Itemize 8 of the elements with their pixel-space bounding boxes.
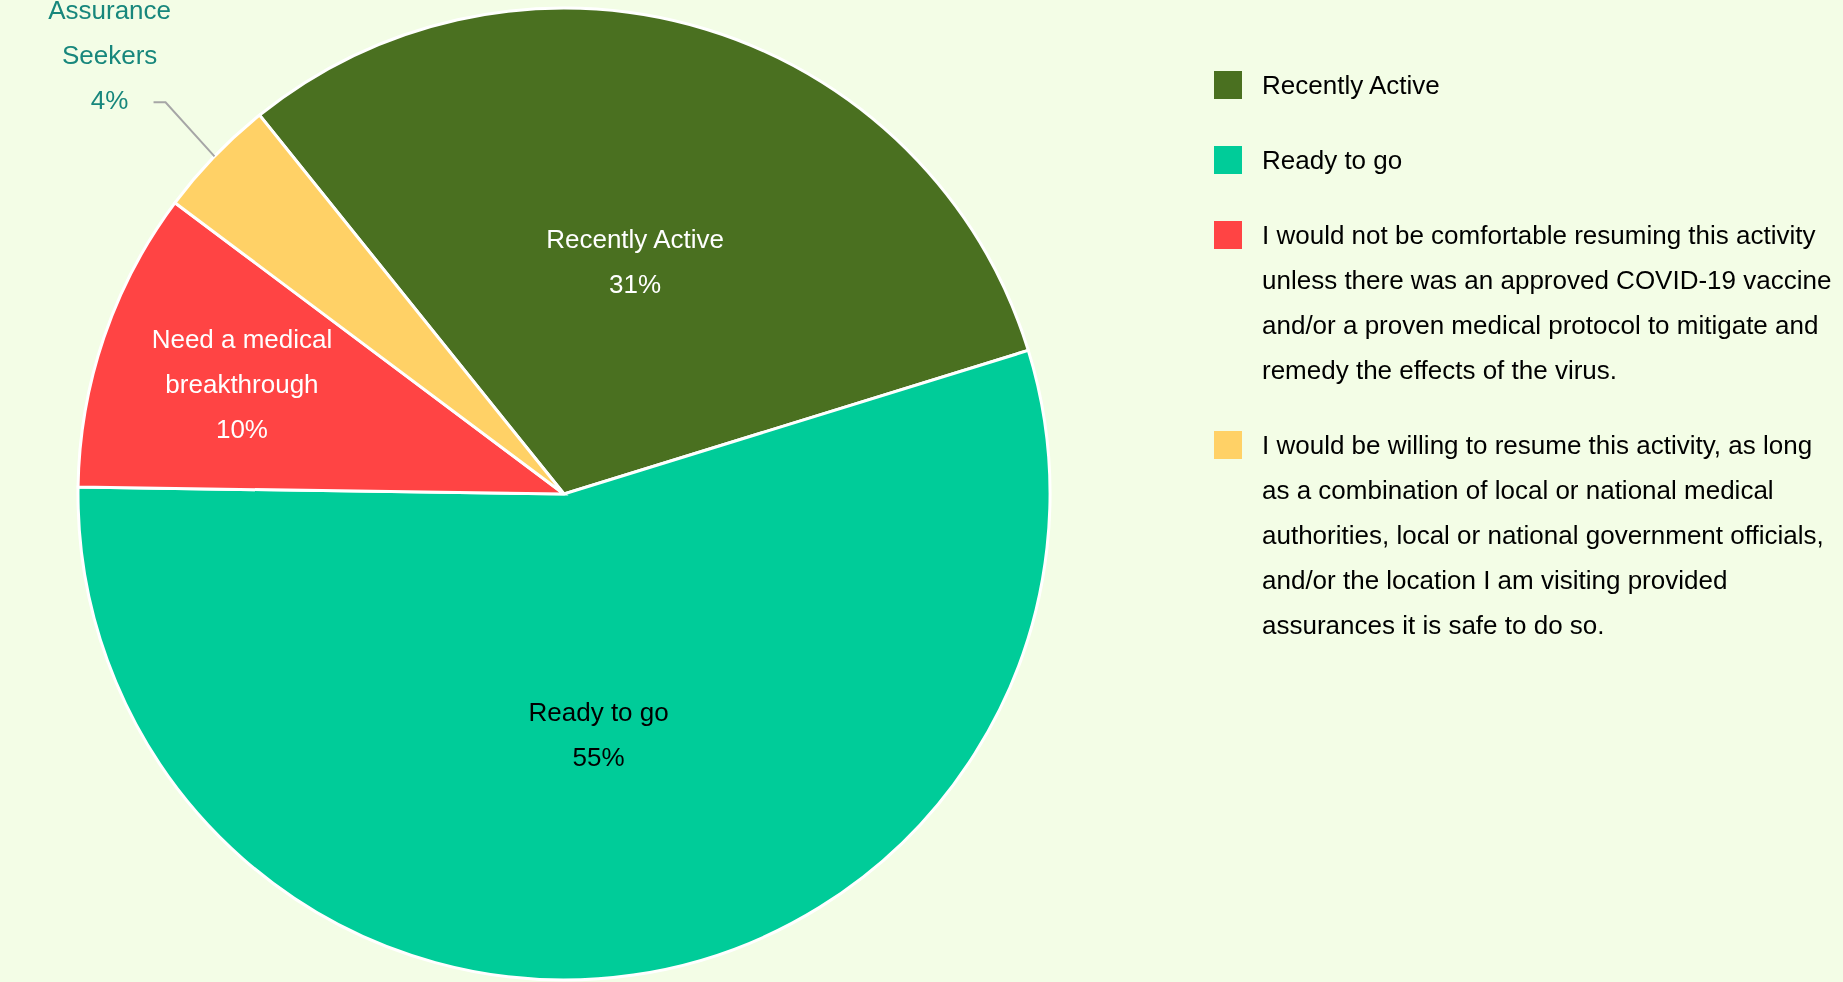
data-label: Need a medical breakthrough 10% [151,324,333,445]
data-label: Recently Active 31% [546,224,724,300]
legend-label: Recently Active [1262,70,1440,100]
data-label: Ready to go 55% [528,697,669,773]
legend-label: I would be willing to resume this activity, as long as a combination of local or national medical authorities, local or national government officials, and/or the location I am visiting provided assurances it is safe to do so. [1262,430,1824,640]
legend-label: I would not be comfortable resuming this activity unless there was an approved COVID-19 vaccine and/or a proven medical protocol to mitigate and remedy the effects of the virus. [1262,220,1832,385]
data-label: Assurance Seekers 4% [48,0,172,116]
legend-label: Ready to go [1262,145,1403,175]
